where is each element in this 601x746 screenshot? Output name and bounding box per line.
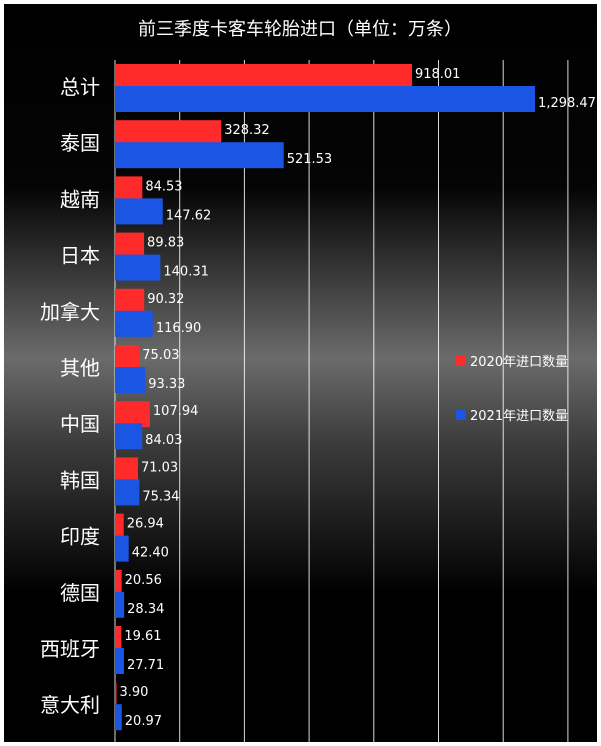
category-label: 德国 [60,581,100,605]
bar-2021 [115,591,125,618]
bar-2020 [115,513,124,540]
data-label: 75.34 [142,489,179,504]
legend-label: 2020年进口数量 [470,355,568,370]
data-labels: 918.01 1,298.47 328.32 521.53 84.53 147.62 89.… [120,67,596,729]
bar-2020 [115,120,222,147]
bar-2021 [115,254,161,281]
bar-2021 [115,310,153,337]
data-label: 20.97 [125,714,162,729]
data-label: 27.71 [127,658,164,673]
data-label: 918.01 [415,67,461,82]
category-label: 韩国 [60,468,100,492]
chart-frame: 前三季度卡客车轮胎进口（单位：万条） 918.01 1,298.47 328.32 5… [4,4,597,742]
category-label: 总计 [60,75,100,99]
bar-2020 [115,569,122,596]
category-label: 其他 [60,356,100,380]
bar-2020 [115,345,140,371]
chart-title: 前三季度卡客车轮胎进口（单位：万条） [138,19,462,40]
data-label: 71.03 [141,460,178,475]
data-label: 28.34 [127,602,164,617]
bar-2021 [115,648,124,674]
bar-2021 [115,535,129,562]
data-label: 20.56 [125,573,162,588]
bar-2020 [115,232,145,259]
data-label: 89.83 [147,236,184,251]
bar-2021 [115,198,163,225]
legend: 2020年进口数量 2021年进口数量 [456,355,568,424]
data-label: 26.94 [127,517,164,532]
bar-2021 [115,142,284,169]
bar-2020 [115,176,143,203]
category-label: 越南 [60,187,100,211]
bar-2021 [115,423,143,450]
bar-2020 [115,457,138,484]
bar-2021 [115,86,536,112]
gridlines [114,60,569,742]
bars [115,64,536,731]
data-label: 521.53 [287,152,333,167]
bar-2020 [115,626,122,652]
bar-2020 [115,288,145,315]
bar-2021 [115,704,122,731]
data-label: 107.94 [153,404,199,419]
category-label: 泰国 [60,131,100,155]
category-label: 意大利 [40,693,100,717]
data-label: 84.03 [145,433,182,448]
data-label: 93.33 [148,377,185,392]
category-label: 加拿大 [40,300,100,324]
legend-label: 2021年进口数量 [470,409,568,424]
data-label: 116.90 [156,321,202,336]
bar-chart: 前三季度卡客车轮胎进口（单位：万条） 918.01 1,298.47 328.32 5… [40,19,596,742]
data-label: 1,298.47 [538,96,596,111]
category-label: 印度 [60,525,100,549]
data-label: 140.31 [163,265,209,280]
data-label: 84.53 [145,179,182,194]
category-label: 西班牙 [40,637,100,661]
legend-swatch [456,356,466,366]
data-label: 75.03 [142,348,179,363]
data-label: 147.62 [166,208,212,223]
bar-2020 [115,682,117,709]
bar-2020 [115,401,150,428]
category-label: 中国 [60,412,100,436]
bar-2020 [115,64,412,90]
legend-swatch [456,410,466,420]
bar-2021 [115,479,140,506]
data-label: 19.61 [124,629,161,644]
category-label: 日本 [60,244,100,268]
bar-2021 [115,367,146,393]
data-label: 3.90 [120,685,149,700]
data-label: 42.40 [132,546,169,561]
data-label: 328.32 [224,123,270,138]
data-label: 90.32 [147,292,184,307]
